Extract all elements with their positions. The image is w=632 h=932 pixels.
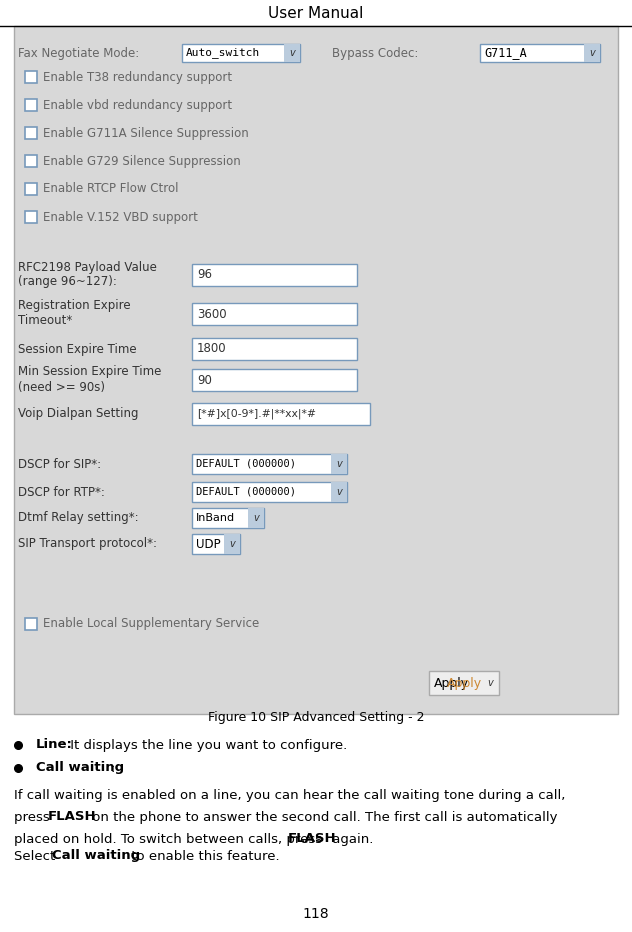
- Text: Figure 10 SIP Advanced Setting - 2: Figure 10 SIP Advanced Setting - 2: [208, 711, 424, 724]
- Text: Call waiting: Call waiting: [36, 761, 124, 774]
- FancyBboxPatch shape: [25, 211, 37, 223]
- Text: 118: 118: [303, 907, 329, 921]
- Text: Bypass Codec:: Bypass Codec:: [332, 47, 418, 60]
- Text: Enable G711A Silence Suppression: Enable G711A Silence Suppression: [43, 127, 249, 140]
- Text: (need >= 90s): (need >= 90s): [18, 380, 105, 393]
- FancyBboxPatch shape: [25, 183, 37, 195]
- Text: G711_A: G711_A: [484, 47, 526, 60]
- FancyBboxPatch shape: [192, 303, 357, 325]
- FancyBboxPatch shape: [25, 99, 37, 111]
- FancyBboxPatch shape: [192, 534, 240, 554]
- Text: UDP: UDP: [196, 538, 221, 551]
- FancyBboxPatch shape: [584, 44, 600, 62]
- Text: v: v: [253, 513, 259, 523]
- Text: 90: 90: [197, 374, 212, 387]
- Text: It displays the line you want to configure.: It displays the line you want to configu…: [66, 738, 347, 751]
- Text: press: press: [14, 811, 54, 824]
- Text: Dtmf Relay setting*:: Dtmf Relay setting*:: [18, 512, 138, 525]
- Text: placed on hold. To switch between calls, press: placed on hold. To switch between calls,…: [14, 832, 326, 845]
- FancyBboxPatch shape: [14, 26, 618, 714]
- FancyBboxPatch shape: [182, 44, 300, 62]
- FancyBboxPatch shape: [192, 403, 370, 425]
- Text: Select: Select: [14, 849, 59, 862]
- FancyBboxPatch shape: [331, 454, 347, 474]
- Text: v: v: [336, 487, 342, 497]
- Text: DEFAULT (000000): DEFAULT (000000): [196, 487, 296, 497]
- Text: v: v: [487, 678, 493, 688]
- Text: Line:: Line:: [36, 738, 73, 751]
- FancyBboxPatch shape: [248, 508, 264, 528]
- FancyBboxPatch shape: [284, 44, 300, 62]
- FancyBboxPatch shape: [480, 44, 600, 62]
- Text: v: v: [336, 459, 342, 469]
- Text: Enable RTCP Flow Ctrol: Enable RTCP Flow Ctrol: [43, 183, 178, 196]
- Text: RFC2198 Payload Value: RFC2198 Payload Value: [18, 261, 157, 273]
- Text: v: v: [289, 48, 295, 58]
- Text: to enable this feature.: to enable this feature.: [127, 849, 279, 862]
- Text: InBand: InBand: [196, 513, 235, 523]
- Text: Voip Dialpan Setting: Voip Dialpan Setting: [18, 407, 138, 420]
- Text: :: :: [110, 761, 114, 774]
- Text: 3600: 3600: [197, 308, 227, 321]
- Text: DSCP for SIP*:: DSCP for SIP*:: [18, 458, 101, 471]
- Text: User Manual: User Manual: [269, 7, 363, 21]
- FancyBboxPatch shape: [192, 264, 357, 286]
- FancyBboxPatch shape: [192, 454, 347, 474]
- Text: 1800: 1800: [197, 342, 227, 355]
- Text: Enable T38 redundancy support: Enable T38 redundancy support: [43, 71, 232, 84]
- Text: Fax Negotiate Mode:: Fax Negotiate Mode:: [18, 47, 139, 60]
- Text: Apply: Apply: [434, 677, 469, 690]
- FancyBboxPatch shape: [224, 534, 240, 554]
- Text: FLASH: FLASH: [48, 811, 97, 824]
- FancyBboxPatch shape: [25, 155, 37, 167]
- FancyBboxPatch shape: [430, 672, 498, 694]
- FancyBboxPatch shape: [192, 338, 357, 360]
- Text: 96: 96: [197, 268, 212, 281]
- Text: DEFAULT (000000): DEFAULT (000000): [196, 459, 296, 469]
- Text: Call waiting: Call waiting: [52, 849, 140, 862]
- Text: ✓: ✓: [27, 619, 35, 629]
- Text: Auto_switch: Auto_switch: [186, 48, 260, 59]
- Text: Registration Expire: Registration Expire: [18, 299, 131, 312]
- FancyBboxPatch shape: [192, 369, 357, 391]
- Text: SIP Transport protocol*:: SIP Transport protocol*:: [18, 538, 157, 551]
- Text: Session Expire Time: Session Expire Time: [18, 342, 137, 355]
- Text: Timeout*: Timeout*: [18, 314, 72, 327]
- FancyBboxPatch shape: [25, 127, 37, 139]
- Text: v: v: [229, 539, 235, 549]
- Text: Min Session Expire Time: Min Session Expire Time: [18, 365, 161, 378]
- FancyBboxPatch shape: [429, 671, 499, 695]
- Text: again.: again.: [328, 832, 374, 845]
- FancyBboxPatch shape: [192, 508, 264, 528]
- FancyBboxPatch shape: [192, 482, 347, 502]
- Text: Enable V.152 VBD support: Enable V.152 VBD support: [43, 211, 198, 224]
- Text: on the phone to answer the second call. The first call is automatically: on the phone to answer the second call. …: [88, 811, 557, 824]
- FancyBboxPatch shape: [25, 71, 37, 83]
- Text: If call waiting is enabled on a line, you can hear the call waiting tone during : If call waiting is enabled on a line, yo…: [14, 788, 566, 802]
- Text: Apply: Apply: [446, 677, 482, 690]
- Text: Enable vbd redundancy support: Enable vbd redundancy support: [43, 99, 232, 112]
- Text: (range 96~127):: (range 96~127):: [18, 276, 117, 289]
- Text: DSCP for RTP*:: DSCP for RTP*:: [18, 486, 105, 499]
- FancyBboxPatch shape: [331, 482, 347, 502]
- FancyBboxPatch shape: [482, 672, 498, 694]
- Text: v: v: [589, 48, 595, 58]
- Text: [*#]x[0-9*].#|**xx|*#: [*#]x[0-9*].#|**xx|*#: [197, 409, 316, 419]
- FancyBboxPatch shape: [25, 618, 37, 630]
- Text: FLASH: FLASH: [288, 832, 337, 845]
- Text: Enable G729 Silence Suppression: Enable G729 Silence Suppression: [43, 155, 241, 168]
- Text: Enable Local Supplementary Service: Enable Local Supplementary Service: [43, 618, 259, 631]
